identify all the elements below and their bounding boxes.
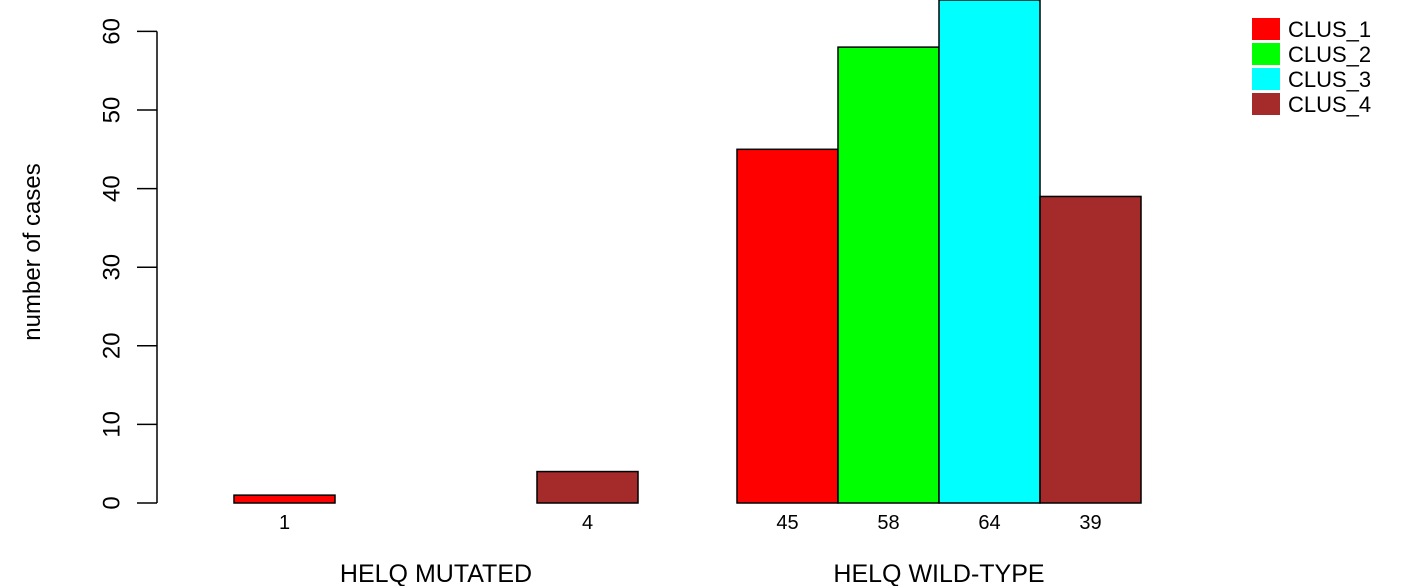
group-label: HELQ WILD-TYPE bbox=[833, 560, 1044, 586]
y-tick-label: 30 bbox=[98, 254, 125, 281]
legend-label-3: CLUS_3 bbox=[1288, 67, 1371, 92]
bar-1-1 bbox=[837, 46, 940, 504]
legend-swatch-3 bbox=[1252, 68, 1280, 90]
y-axis-label: number of cases bbox=[19, 163, 46, 340]
legend-label-1: CLUS_1 bbox=[1288, 17, 1371, 42]
value-labels: 1 4 45 58 64 39 bbox=[279, 512, 1102, 534]
bar-value-label: 58 bbox=[877, 512, 899, 534]
legend-swatch-2 bbox=[1252, 43, 1280, 65]
y-tick-label: 60 bbox=[98, 18, 125, 45]
bar-1-3 bbox=[1039, 195, 1142, 504]
bars bbox=[233, 0, 1142, 504]
y-tick-label: 20 bbox=[98, 332, 125, 359]
bar-value-label: 4 bbox=[582, 512, 593, 534]
y-tick-label: 10 bbox=[98, 411, 125, 438]
legend-label-4: CLUS_4 bbox=[1288, 92, 1371, 117]
legend-label-2: CLUS_2 bbox=[1288, 42, 1371, 67]
bar-1-2 bbox=[938, 0, 1041, 504]
y-tick-label: 0 bbox=[98, 496, 125, 509]
bar-value-label: 1 bbox=[279, 512, 290, 534]
bar-0-3 bbox=[536, 470, 639, 504]
legend-swatch-4 bbox=[1252, 93, 1280, 115]
y-tick-label: 50 bbox=[98, 97, 125, 124]
bar-value-label: 45 bbox=[776, 512, 798, 534]
legend-swatch-1 bbox=[1252, 18, 1280, 40]
y-axis: 0 10 20 30 40 50 60 bbox=[98, 18, 158, 510]
y-tick-label: 40 bbox=[98, 175, 125, 202]
bar-value-label: 39 bbox=[1079, 512, 1101, 534]
group-labels: HELQ MUTATED HELQ WILD-TYPE bbox=[340, 560, 1045, 586]
bar-0-0 bbox=[233, 494, 336, 504]
bar-value-label: 64 bbox=[978, 512, 1000, 534]
bar-1-0 bbox=[736, 148, 839, 504]
group-label: HELQ MUTATED bbox=[340, 560, 532, 586]
